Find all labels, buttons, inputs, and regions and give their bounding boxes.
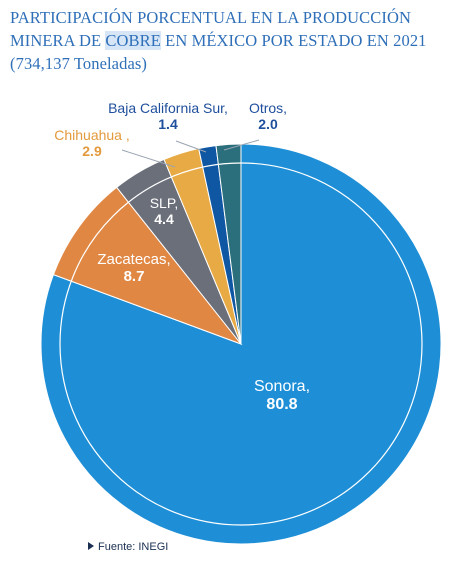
slice-label-name-1: Zacatecas, bbox=[97, 251, 170, 268]
slice-label-name-3: Chihuahua , bbox=[54, 127, 130, 143]
title-line-2-start: MINERA DE bbox=[10, 31, 106, 50]
title-line-1: PARTICIPACIÓN PORCENTUAL EN LA PRODUCCIÓ… bbox=[10, 8, 411, 27]
pie-inner-ring bbox=[59, 162, 423, 526]
slice-label-name-5: Otros, bbox=[249, 100, 287, 116]
leader-line-3 bbox=[121, 149, 176, 168]
slice-label-value-0: 80.8 bbox=[266, 396, 297, 413]
title-highlight-cobre: COBRE bbox=[105, 31, 161, 50]
leader-line-5 bbox=[223, 139, 260, 151]
pie-slice-5 bbox=[215, 143, 242, 345]
slice-label-value-3: 2.9 bbox=[82, 143, 102, 159]
slice-label-value-5: 2.0 bbox=[258, 116, 278, 132]
slice-label-value-1: 8.7 bbox=[124, 268, 145, 285]
slice-label-name-4: Baja California Sur, bbox=[108, 100, 228, 116]
pie-slices bbox=[40, 143, 442, 545]
title-line-2: MINERA DE COBRE EN MÉXICO POR ESTADO EN … bbox=[10, 29, 470, 52]
slice-label-value-4: 1.4 bbox=[158, 116, 178, 132]
slice-label-name-0: Sonora, bbox=[254, 378, 310, 395]
pie-slice-1 bbox=[52, 186, 243, 346]
leader-lines bbox=[121, 139, 260, 168]
title-line-2-end: EN MÉXICO POR ESTADO EN 2021 bbox=[160, 31, 427, 50]
slice-label-value-2: 4.4 bbox=[154, 211, 174, 227]
pie-slice-0 bbox=[40, 143, 442, 545]
slice-label-name-2: SLP, bbox=[150, 195, 179, 211]
chart-title: PARTICIPACIÓN PORCENTUAL EN LA PRODUCCIÓ… bbox=[10, 6, 470, 75]
title-line-3: (734,137 Toneladas) bbox=[10, 54, 147, 73]
bullet-triangle-icon bbox=[88, 542, 94, 550]
source-text: Fuente: INEGI bbox=[98, 541, 169, 553]
source-note: Fuente: INEGI bbox=[88, 541, 168, 553]
slice-labels: Sonora,80.8 Zacatecas,8.7 SLP,4.4 Chihuahua… bbox=[54, 100, 310, 413]
leader-line-4 bbox=[175, 140, 207, 153]
